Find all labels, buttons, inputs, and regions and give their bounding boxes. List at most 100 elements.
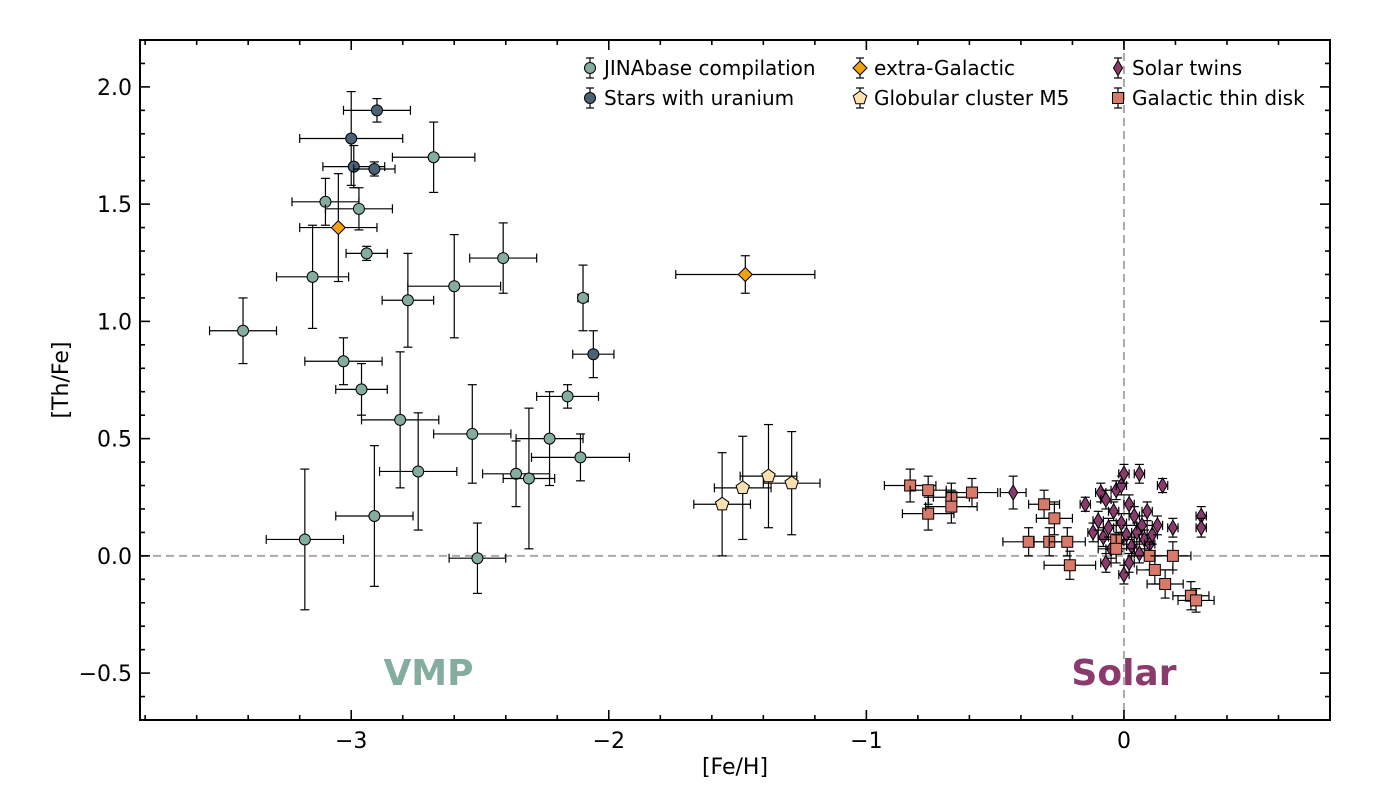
data-point: [1177, 588, 1215, 613]
y-tick-label: 0.5: [97, 428, 132, 453]
marker: [1134, 545, 1145, 562]
marker: [355, 383, 368, 396]
data-point: [265, 468, 345, 611]
marker: [237, 324, 250, 337]
annotation-solar: Solar: [1071, 653, 1176, 694]
data-point: [275, 224, 350, 330]
y-tick-label: 0.0: [97, 545, 132, 570]
legend-marker: [584, 62, 596, 74]
data-point: [1195, 517, 1207, 538]
data-point: [572, 330, 615, 379]
legend-label: Stars with uranium: [604, 86, 794, 110]
data-point: [1092, 510, 1104, 531]
legend-label: Galactic thin disk: [1132, 86, 1305, 110]
marker: [965, 486, 978, 499]
data-point: [448, 522, 507, 594]
marker: [761, 468, 776, 483]
data-point: [1136, 515, 1148, 536]
data-point: [530, 433, 630, 482]
data-point: [1118, 564, 1130, 585]
legend-marker: [1112, 59, 1124, 77]
data-point: [1156, 477, 1169, 494]
axis-ticks: −3 −2 −1 0 −0.5 0.0 0.5 1.0 1.5 2.0: [79, 39, 1331, 754]
series-3: [693, 423, 821, 557]
marker: [394, 413, 407, 426]
legend-item: extra-Galactic: [852, 56, 1015, 80]
marker: [522, 472, 535, 485]
marker: [1100, 491, 1111, 509]
marker: [360, 247, 373, 260]
data-point: [345, 245, 388, 262]
marker: [471, 552, 484, 565]
legend-item: JINAbase compilation: [584, 56, 816, 80]
x-tick-label: 0: [1117, 729, 1131, 754]
data-point: [1100, 489, 1112, 510]
marker: [1167, 519, 1178, 537]
data-point: [999, 475, 1027, 510]
legend-item: Globular cluster M5: [852, 86, 1069, 110]
data-point: [324, 187, 394, 231]
marker: [466, 427, 479, 440]
legend-item: Stars with uranium: [584, 86, 794, 110]
legend-label: Globular cluster M5: [874, 86, 1069, 110]
marker: [1100, 554, 1111, 572]
data-point: [1141, 501, 1153, 522]
marker: [1157, 477, 1168, 494]
x-tick-label: −2: [593, 729, 625, 754]
marker: [1166, 549, 1179, 562]
legend: JINAbase compilation Stars with uranium ex…: [584, 56, 1305, 110]
data-point: [945, 477, 999, 508]
marker: [784, 475, 799, 490]
marker: [370, 104, 383, 117]
marker: [510, 467, 523, 480]
data-point: [693, 452, 752, 557]
marker: [1108, 502, 1119, 520]
data-point: [391, 121, 476, 194]
data-point: [335, 362, 388, 416]
legend-item: Galactic thin disk: [1112, 86, 1305, 110]
data-point: [378, 412, 458, 531]
annotations: VMP Solar: [383, 653, 1176, 694]
marker: [1148, 563, 1161, 576]
marker: [574, 451, 587, 464]
data-point: [208, 297, 278, 365]
x-tick-label: −1: [850, 729, 882, 754]
data-point: [1043, 550, 1097, 580]
marker: [352, 202, 365, 215]
legend-item: Solar twins: [1112, 56, 1242, 80]
legend-label: JINAbase compilation: [602, 56, 816, 80]
marker: [412, 465, 425, 478]
data-point: [335, 445, 414, 587]
data-points: [208, 90, 1215, 613]
marker: [1136, 516, 1148, 534]
y-tick-label: 2.0: [97, 76, 132, 101]
series-2: [299, 173, 816, 294]
data-point: [1118, 463, 1130, 484]
marker: [543, 432, 556, 445]
marker: [1008, 484, 1019, 502]
data-point: [1107, 501, 1120, 522]
data-point: [353, 161, 396, 177]
marker: [922, 484, 935, 497]
marker: [1080, 495, 1091, 513]
marker: [577, 291, 590, 304]
series-1: [299, 90, 615, 379]
marker: [1022, 535, 1035, 548]
marker: [401, 294, 414, 307]
marker: [1142, 502, 1153, 520]
x-tick-label: −3: [335, 729, 367, 754]
y-tick-label: 1.5: [97, 193, 132, 218]
data-point: [713, 435, 772, 541]
marker: [1103, 519, 1114, 537]
marker: [735, 480, 750, 494]
data-point: [1154, 541, 1192, 571]
plot-frame: [139, 39, 1331, 721]
data-point: [577, 264, 590, 332]
marker: [1159, 578, 1172, 590]
marker: [306, 270, 319, 283]
data-point: [515, 391, 584, 487]
legend-marker: [852, 90, 868, 105]
marker: [1118, 465, 1130, 483]
data-point: [360, 351, 440, 489]
